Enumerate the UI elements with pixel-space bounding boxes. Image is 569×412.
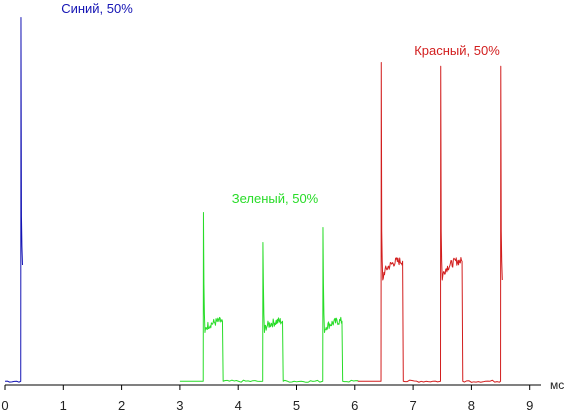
x-tick-label: 6 xyxy=(351,398,358,412)
series-line-blue xyxy=(4,17,23,383)
x-tick-label: 3 xyxy=(176,398,183,412)
series-label-blue: Синий, 50% xyxy=(61,1,133,16)
x-axis-unit-label: мс xyxy=(550,378,564,392)
x-tick-label: 2 xyxy=(118,398,125,412)
x-tick-label: 0 xyxy=(1,398,8,412)
series-line-green xyxy=(179,212,359,383)
x-tick-label: 4 xyxy=(235,398,242,412)
x-tick-label: 7 xyxy=(409,398,416,412)
series-layer xyxy=(4,17,503,383)
x-tick-label: 9 xyxy=(526,398,533,412)
x-ticks: 0 1 2 3 4 5 6 7 8 9 xyxy=(1,385,533,412)
x-tick-label: 5 xyxy=(293,398,300,412)
x-tick-label: 8 xyxy=(468,398,475,412)
x-axis: 0 1 2 3 4 5 6 7 8 9 мс xyxy=(1,378,564,412)
plot-area xyxy=(4,17,503,383)
series-label-green: Зеленый, 50% xyxy=(232,191,319,206)
series-label-red: Красный, 50% xyxy=(414,43,500,58)
series-labels: Синий, 50% Зеленый, 50% Красный, 50% xyxy=(61,1,500,206)
x-tick-label: 1 xyxy=(60,398,67,412)
series-line-red xyxy=(357,62,503,383)
